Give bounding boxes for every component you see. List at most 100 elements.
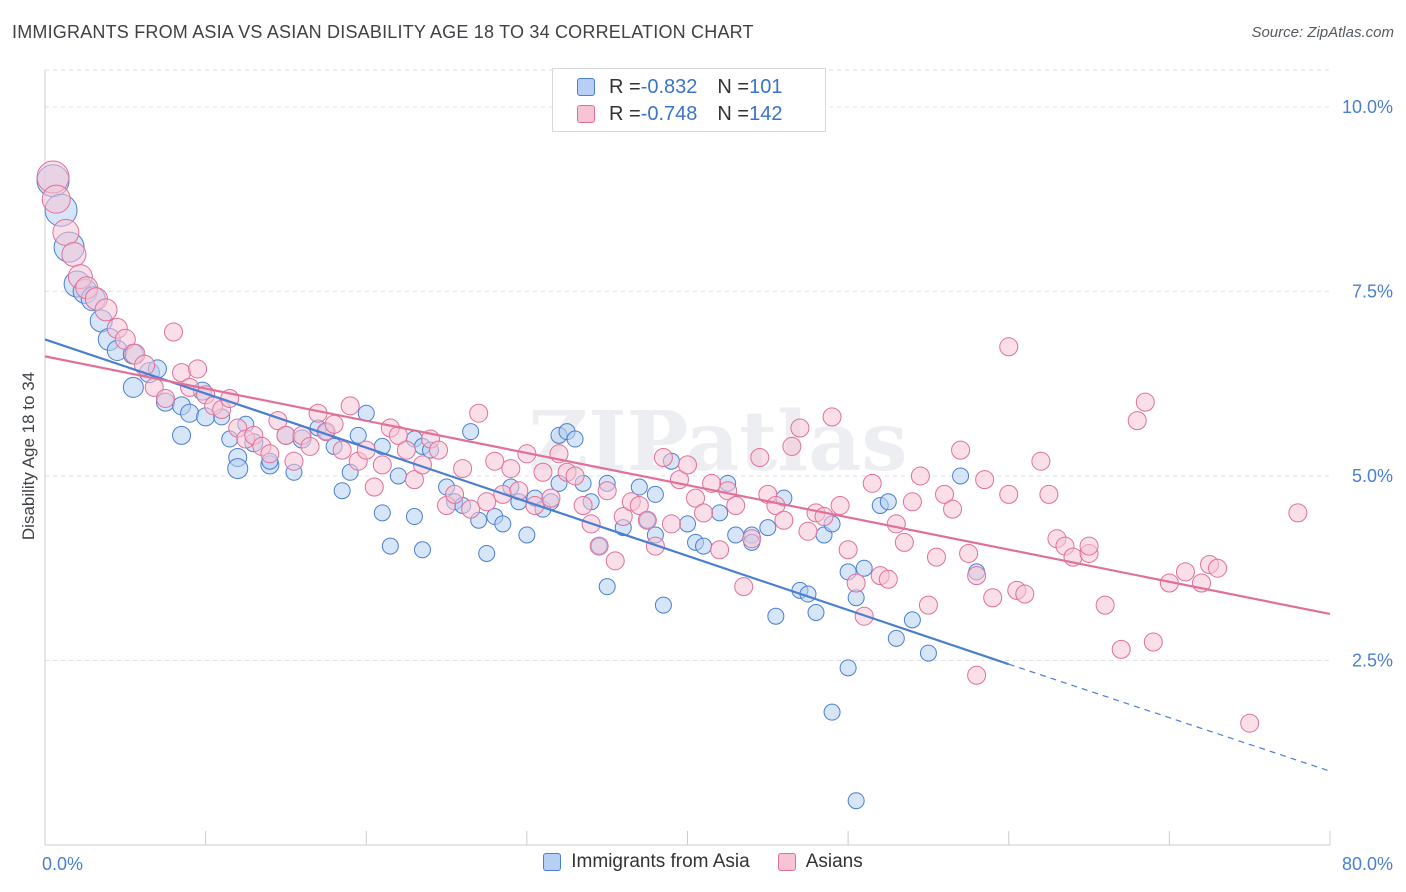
point-asians [573,495,593,515]
point-immigrants-from-asia [494,515,512,533]
point-immigrants-from-asia [227,458,249,480]
data-points [36,160,1308,810]
point-asians [894,532,914,552]
point-immigrants-from-asia [630,478,648,496]
point-immigrants-from-asia [122,376,144,398]
y-tick-label: 5.0% [1352,466,1393,486]
n-value: 142 [749,102,783,125]
point-asians [653,448,673,467]
gridlines [45,69,1330,661]
point-asians [501,459,521,479]
point-asians [935,484,954,504]
point-asians [1240,713,1260,733]
legend-item-asians[interactable]: Asians [777,851,863,873]
point-asians [918,595,938,615]
point-immigrants-from-asia [919,644,937,662]
point-immigrants-from-asia [823,703,841,721]
point-immigrants-from-asia [333,482,351,500]
point-asians [1095,595,1115,615]
point-immigrants-from-asia [847,792,865,810]
asia-swatch [577,78,595,96]
point-asians [533,462,553,482]
point-asians [477,492,497,512]
point-immigrants-from-asia [405,508,423,526]
point-asians [404,470,424,490]
point-asians [284,451,304,471]
point-immigrants-from-asia [389,467,407,485]
point-asians [372,455,392,475]
r-label: R = [609,75,641,98]
point-asians [710,540,730,560]
point-immigrants-from-asia [349,426,367,444]
x-tick-label: 80.0% [1342,854,1393,874]
source-credit: Source: ZipAtlas.com [1251,24,1394,41]
point-immigrants-from-asia [172,425,192,445]
point-asians [1288,503,1308,523]
point-asians [541,488,561,508]
point-asians [661,514,681,534]
point-asians [702,473,722,493]
trend-asians [44,355,1331,616]
point-immigrants-from-asia [839,659,857,677]
chart-title: IMMIGRANTS FROM ASIA VS ASIAN DISABILITY… [12,22,754,42]
series-legend: Immigrants from Asia Asians [0,851,1406,873]
point-immigrants-from-asia [478,544,496,562]
point-asians [1127,411,1147,431]
point-asians [453,459,473,479]
tick-labels: 2.5% 5.0% 7.5% 10.0% 0.0% 80.0% [42,97,1393,874]
point-asians [975,470,995,490]
point-asians [1031,451,1051,471]
point-asians [276,425,296,445]
point-asians [1015,584,1035,604]
point-asians [1111,639,1131,659]
point-asians [188,359,208,379]
point-asians [1143,632,1163,652]
point-immigrants-from-asia [413,541,431,559]
point-asians [742,529,762,549]
point-asians [726,495,746,515]
point-immigrants-from-asia [711,504,729,522]
point-asians [429,440,449,460]
point-asians [332,440,352,460]
legend-label: Immigrants from Asia [571,851,750,872]
point-asians [1079,536,1099,556]
point-immigrants-from-asia [807,604,825,621]
point-asians [967,665,987,685]
point-asians [734,577,754,597]
point-immigrants-from-asia [727,526,745,544]
point-asians [838,540,858,560]
point-asians [613,507,633,527]
point-immigrants-from-asia [566,430,584,448]
point-immigrants-from-asia [679,515,696,533]
point-immigrants-from-asia [695,537,713,555]
legend-row-asia: R = -0.832 N = 101 [577,75,782,99]
point-asians [396,440,416,460]
point-asians [846,573,866,593]
watermark: ZIPatlas [528,394,907,490]
y-tick-label: 7.5% [1352,281,1393,301]
point-asians [605,551,625,571]
r-label: R = [609,102,641,125]
asia-swatch [543,853,562,871]
asians-swatch [777,853,796,871]
trend-immigrants-from-asia-extension [1008,663,1331,772]
point-asians [926,547,946,567]
point-asians [445,484,465,504]
point-asians [750,448,770,467]
point-asians [485,451,505,471]
point-immigrants-from-asia [903,611,921,629]
point-asians [461,499,481,519]
point-asians [999,337,1019,357]
point-asians [959,543,979,563]
n-label: N = [717,75,750,98]
point-asians [155,388,175,408]
x-tick-label: 0.0% [42,854,83,874]
point-asians [951,440,971,460]
r-value: -0.832 [640,75,698,98]
point-immigrants-from-asia [180,403,200,423]
point-asians [340,396,360,416]
legend-item-immigrants-from-asia[interactable]: Immigrants from Asia [543,851,750,873]
point-asians [999,484,1019,504]
point-asians [41,184,71,214]
